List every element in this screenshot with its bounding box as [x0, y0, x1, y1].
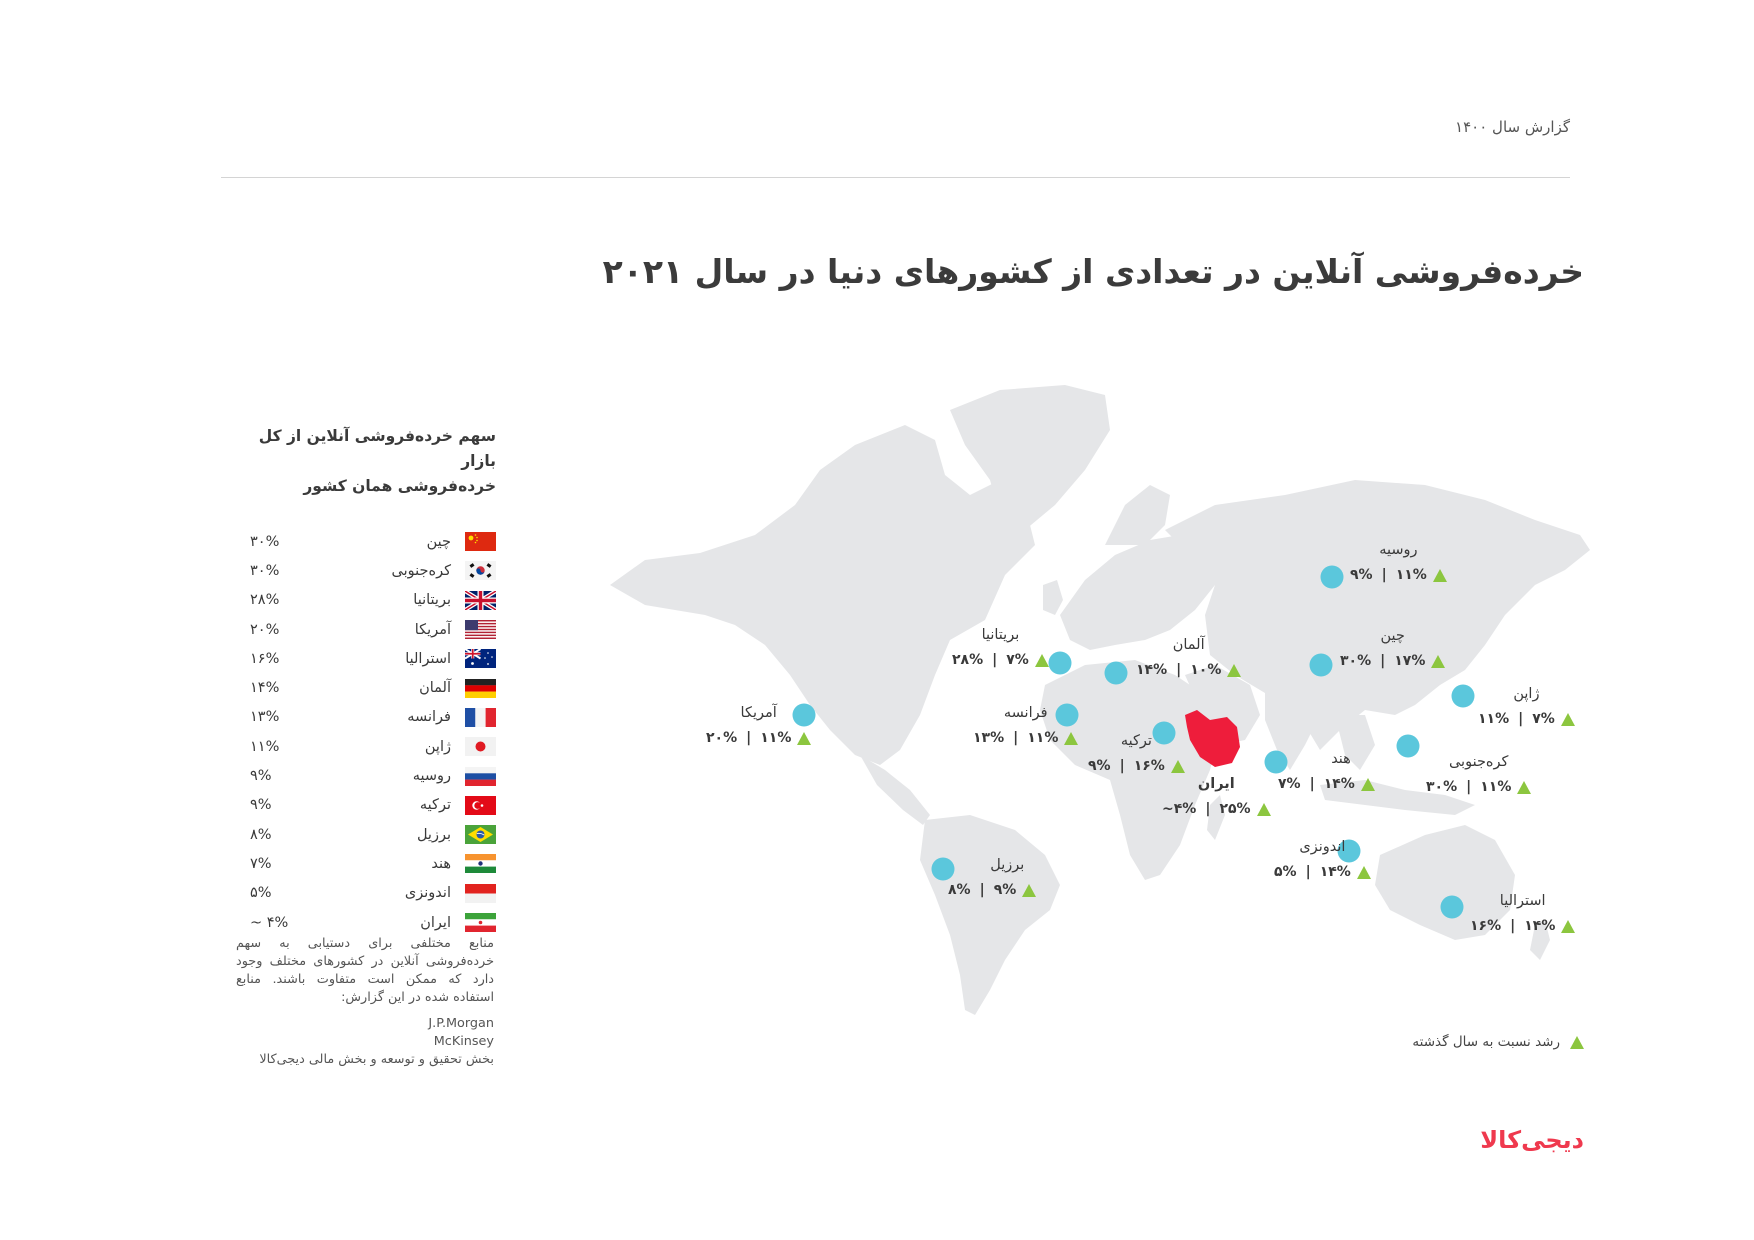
share-legend: سهم خرده‌فروشی آنلاین از کل بازار خرده‌ف… [236, 424, 496, 937]
label-turkey: ترکیه ۹% | ۱۶% [1088, 733, 1185, 774]
growth-arrow-icon [1064, 731, 1079, 745]
growth-arrow-icon [1570, 1035, 1584, 1049]
brazil-flag-icon [465, 825, 496, 845]
growth-arrow-icon [1356, 865, 1371, 879]
label-germany: آلمان ۱۴% | ۱۰% [1136, 637, 1242, 678]
world-map-shapes [610, 385, 1590, 1015]
growth-arrow-icon [1431, 654, 1446, 668]
indonesia-flag-icon [465, 883, 496, 903]
growth-arrow-icon [1170, 759, 1185, 773]
report-header: گزارش سال ۱۴۰۰ [1455, 118, 1570, 136]
legend-row: ایران ~ ۴% [236, 908, 496, 937]
label-uk: بریتانیا ۲۸% | ۷% [952, 627, 1049, 668]
label-france: فرانسه ۱۳% | ۱۱% [973, 705, 1079, 746]
label-iran: ایران ~۴% | ۲۵% [1162, 776, 1271, 817]
marker-germany[interactable] [1104, 661, 1128, 685]
legend-row: ژاپن ۱۱% [236, 732, 496, 761]
marker-australia[interactable] [1440, 895, 1464, 919]
usa-flag-icon [465, 620, 496, 640]
source-item: McKinsey [433, 1034, 494, 1049]
marker-india[interactable] [1264, 750, 1288, 774]
legend-row: روسیه ۹% [236, 761, 496, 790]
uk-flag-icon [465, 590, 496, 610]
legend-row: بریتانیا ۲۸% [236, 586, 496, 615]
label-japan: ژاپن ۱۱% | ۷% [1478, 686, 1575, 727]
label-brazil: برزیل ۸% | ۹% [948, 857, 1037, 898]
growth-arrow-icon [1517, 780, 1532, 794]
marker-china[interactable] [1309, 653, 1333, 677]
marker-turkey[interactable] [1152, 721, 1176, 745]
label-china: چین ۳۰% | ۱۷% [1340, 628, 1446, 669]
sources-note: منابع مختلفی برای دستیابی به سهم خرده‌فر… [236, 936, 494, 1069]
marker-indonesia[interactable] [1337, 839, 1361, 863]
legend-row: برزیل ۸% [236, 820, 496, 849]
page-title: خرده‌فروشی آنلاین در تعدادی از کشورهای د… [602, 252, 1585, 291]
legend-row: آلمان ۱۴% [236, 673, 496, 702]
source-item: بخش تحقیق و توسعه و بخش مالی دیجی‌کالا [259, 1052, 494, 1067]
growth-arrow-icon [1561, 919, 1576, 933]
label-usa: آمریکا ۲۰% | ۱۱% [706, 705, 812, 746]
label-australia: استرالیا ۱۶% | ۱۴% [1470, 893, 1576, 934]
legend-row: چین ۳۰% [236, 527, 496, 556]
legend-row: استرالیا ۱۶% [236, 644, 496, 673]
digikala-logo: دیجی‌کالا [1480, 1126, 1585, 1154]
legend-row: اندونزی ۵% [236, 879, 496, 908]
iran-highlight [1185, 710, 1240, 767]
france-flag-icon [465, 707, 496, 727]
label-indonesia: اندونزی ۵% | ۱۴% [1274, 839, 1371, 880]
legend-row: هند ۷% [236, 849, 496, 878]
russia-flag-icon [465, 766, 496, 786]
china-flag-icon [465, 532, 496, 552]
label-south-korea: کره‌جنوبی ۳۰% | ۱۱% [1426, 754, 1532, 795]
growth-arrow-icon [1360, 777, 1375, 791]
legend-row: ترکیه ۹% [236, 791, 496, 820]
marker-russia[interactable] [1320, 565, 1344, 589]
growth-arrow-icon [1227, 663, 1242, 677]
growth-arrow-icon [1022, 883, 1037, 897]
iran-flag-icon [465, 913, 496, 932]
legend-row: آمریکا ۲۰% [236, 615, 496, 644]
growth-arrow-icon [1256, 802, 1271, 816]
growth-arrow-icon [1034, 653, 1049, 667]
growth-arrow-icon [797, 731, 812, 745]
source-item: J.P.Morgan [428, 1016, 494, 1031]
turkey-flag-icon [465, 795, 496, 815]
world-map [605, 385, 1590, 1020]
marker-south-korea[interactable] [1396, 734, 1420, 758]
germany-flag-icon [465, 678, 496, 698]
australia-flag-icon [465, 649, 496, 669]
label-russia: روسیه ۹% | ۱۱% [1350, 542, 1447, 583]
marker-japan[interactable] [1451, 684, 1475, 708]
marker-france[interactable] [1055, 703, 1079, 727]
growth-arrow-icon [1432, 568, 1447, 582]
india-flag-icon [465, 854, 496, 874]
growth-legend: رشد نسبت به سال گذشته [1412, 1034, 1584, 1050]
marker-usa[interactable] [792, 703, 816, 727]
legend-row: کره‌جنوبی ۳۰% [236, 556, 496, 585]
source-list: J.P.Morgan McKinsey بخش تحقیق و توسعه و … [236, 1015, 494, 1069]
legend-row: فرانسه ۱۳% [236, 703, 496, 732]
marker-brazil[interactable] [931, 857, 955, 881]
legend-heading: سهم خرده‌فروشی آنلاین از کل بازار خرده‌ف… [258, 427, 496, 495]
growth-arrow-icon [1560, 712, 1575, 726]
japan-flag-icon [465, 737, 496, 757]
legend-rows: چین ۳۰% کره‌جنوبی ۳۰% بریتانیا ۲۸% آمریک… [236, 527, 496, 937]
marker-uk[interactable] [1048, 651, 1072, 675]
south-korea-flag-icon [465, 561, 496, 581]
label-india: هند ۷% | ۱۴% [1278, 751, 1375, 792]
header-divider [221, 177, 1570, 178]
